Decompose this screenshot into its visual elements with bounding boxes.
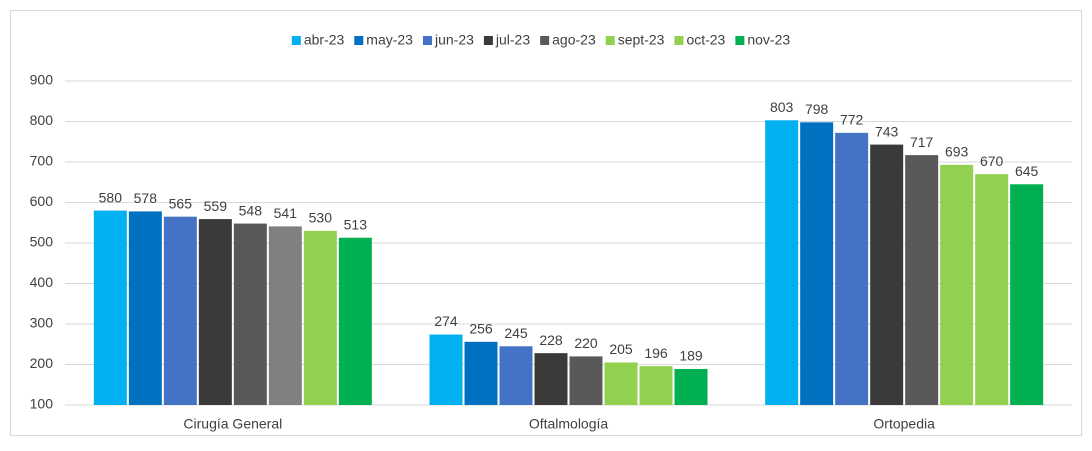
value-label: 578	[134, 190, 158, 206]
value-label: 743	[875, 123, 899, 139]
bar	[198, 219, 232, 405]
value-label: 798	[805, 101, 829, 117]
x-tick-label: Cirugía General	[183, 416, 282, 432]
value-label: 196	[644, 345, 668, 361]
value-label: 220	[574, 335, 598, 351]
bar	[233, 223, 267, 405]
legend-swatch	[735, 36, 745, 45]
x-tick-label: Ortopedia	[873, 416, 935, 432]
value-label: 548	[239, 202, 263, 218]
bar	[905, 155, 939, 405]
bar	[499, 346, 533, 405]
value-label: 256	[469, 321, 493, 337]
y-tick-label: 200	[30, 355, 54, 371]
value-label: 541	[274, 205, 298, 221]
legend-swatch	[605, 36, 615, 45]
bar	[940, 164, 974, 405]
legend-label: jul-23	[495, 32, 530, 48]
value-label: 717	[910, 134, 934, 150]
bar	[464, 341, 498, 405]
legend-swatch	[291, 36, 301, 45]
y-tick-label: 400	[30, 274, 54, 290]
bar	[674, 368, 708, 405]
bar	[765, 120, 799, 405]
y-tick-label: 900	[30, 72, 54, 88]
bar	[303, 230, 337, 405]
y-tick-label: 500	[30, 234, 54, 250]
value-label: 530	[309, 210, 333, 226]
value-label: 565	[169, 195, 193, 211]
value-label: 772	[840, 112, 864, 128]
bar	[975, 174, 1009, 405]
x-tick-label: Oftalmología	[529, 416, 609, 432]
bar	[338, 237, 372, 405]
value-label: 245	[504, 325, 528, 341]
bar	[870, 144, 904, 405]
bar	[604, 362, 638, 405]
bar	[163, 216, 197, 405]
y-tick-label: 100	[30, 396, 54, 412]
legend-swatch	[674, 36, 684, 45]
value-label: 228	[539, 332, 563, 348]
bar	[534, 353, 568, 405]
value-label: 189	[679, 348, 703, 364]
value-label: 580	[99, 189, 123, 205]
value-label: 559	[204, 198, 228, 214]
bar	[1010, 184, 1044, 405]
legend-swatch	[354, 36, 364, 45]
value-label: 670	[980, 153, 1004, 169]
legend-swatch	[422, 36, 432, 45]
legend-label: abr-23	[304, 32, 345, 48]
y-tick-label: 600	[30, 193, 54, 209]
bar	[800, 122, 834, 405]
value-label: 513	[344, 216, 368, 232]
y-tick-label: 700	[30, 153, 54, 169]
value-label: 693	[945, 144, 969, 160]
bar	[569, 356, 603, 405]
legend-label: sept-23	[618, 32, 665, 48]
y-tick-label: 300	[30, 315, 54, 331]
legend-swatch	[483, 36, 493, 45]
legend-swatch	[540, 36, 550, 45]
legend-label: oct-23	[686, 32, 725, 48]
bar	[268, 226, 302, 405]
bar	[429, 334, 463, 405]
value-label: 205	[609, 341, 633, 357]
y-tick-label: 800	[30, 112, 54, 128]
value-label: 274	[434, 313, 458, 329]
legend-label: ago-23	[552, 32, 596, 48]
value-label: 645	[1015, 163, 1039, 179]
bar	[639, 366, 673, 405]
legend-label: nov-23	[747, 32, 790, 48]
legend-label: jun-23	[434, 32, 474, 48]
legend-label: may-23	[366, 32, 413, 48]
bar	[835, 132, 869, 405]
bar	[93, 210, 127, 405]
bar	[128, 211, 162, 405]
value-label: 803	[770, 99, 794, 115]
